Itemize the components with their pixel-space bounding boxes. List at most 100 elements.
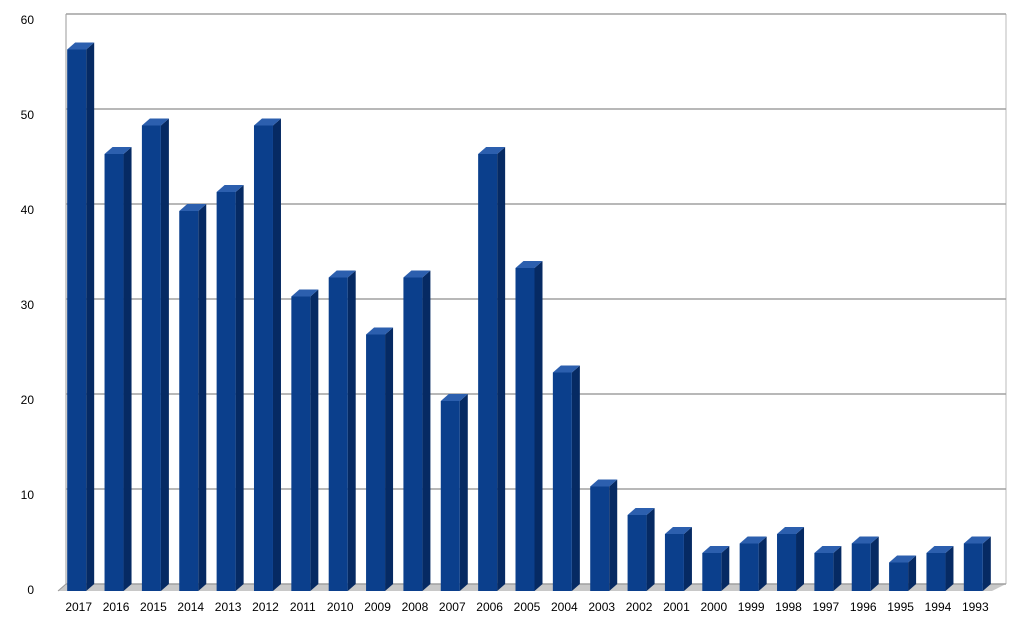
bar [104, 154, 124, 591]
bar-top [328, 270, 356, 278]
bar-top [702, 546, 730, 553]
bar-top [627, 508, 655, 515]
x-tick-label: 2011 [290, 600, 316, 614]
bar [179, 211, 199, 591]
bar-side [272, 118, 281, 591]
bar-side [721, 546, 730, 591]
bar-top [179, 204, 207, 211]
bar [478, 154, 498, 591]
bar-side [571, 365, 580, 591]
x-tick-label: 2002 [626, 600, 653, 614]
bar [963, 543, 983, 591]
bar-top [590, 479, 618, 487]
bar [141, 125, 161, 591]
bar [590, 486, 610, 591]
bar-top [889, 555, 917, 563]
x-tick-label: 2017 [65, 600, 92, 614]
bar-side [796, 527, 805, 591]
bar-side [870, 536, 879, 591]
bar-side [758, 536, 767, 591]
x-tick-label: 2006 [476, 600, 503, 614]
bar-top [664, 527, 692, 534]
side-wall-edge [57, 583, 67, 592]
x-tick-label: 1999 [738, 600, 765, 614]
bar-side [459, 394, 468, 591]
bar-side [385, 327, 394, 591]
bar-top [515, 261, 543, 268]
y-tick-label: 40 [21, 203, 35, 217]
bar [328, 277, 348, 591]
bar [926, 553, 946, 591]
bar-top [814, 546, 842, 553]
x-tick-label: 2010 [327, 600, 354, 614]
x-tick-label: 2000 [700, 600, 727, 614]
x-tick-label: 1997 [813, 600, 840, 614]
x-tick-label: 2014 [177, 600, 204, 614]
x-tick-label: 2016 [103, 600, 130, 614]
bar [291, 296, 311, 591]
bar [67, 49, 87, 591]
bar-top [291, 289, 319, 297]
bar-side [198, 204, 207, 591]
y-tick-label: 30 [21, 298, 35, 312]
y-tick-label: 50 [21, 108, 35, 122]
x-tick-label: 2007 [439, 600, 466, 614]
bar-side [534, 261, 543, 591]
bar-side [86, 42, 95, 591]
bar-side [497, 147, 506, 591]
x-tick-label: 2005 [514, 600, 541, 614]
bar-side [609, 479, 618, 591]
x-tick-label: 2013 [215, 600, 242, 614]
bar [216, 192, 236, 591]
bar-top [963, 536, 991, 544]
x-tick-label: 2004 [551, 600, 578, 614]
bar-top [366, 327, 394, 335]
x-tick-label: 2009 [364, 600, 391, 614]
bar-top [851, 536, 879, 544]
bar-side [646, 508, 655, 591]
x-tick-label: 1996 [850, 600, 877, 614]
bar-top [403, 270, 431, 278]
bar-top [104, 147, 132, 154]
x-tick-label: 2003 [588, 600, 615, 614]
bar [366, 334, 386, 591]
bar-side [347, 270, 356, 591]
bar-top [440, 394, 468, 401]
x-tick-label: 1995 [887, 600, 914, 614]
bar [664, 534, 684, 591]
y-tick-label: 60 [21, 13, 35, 27]
bar-top [216, 185, 244, 192]
bar-top [478, 147, 506, 154]
x-tick-label: 2015 [140, 600, 167, 614]
x-tick-label: 1993 [962, 600, 989, 614]
x-tick-label: 1994 [925, 600, 952, 614]
bar-side [123, 147, 132, 591]
bar-top [552, 365, 580, 373]
bar [814, 553, 834, 591]
bar-top [739, 536, 767, 544]
bar-top [777, 527, 805, 534]
bar-top [926, 546, 954, 553]
y-tick-label: 0 [27, 583, 34, 597]
bar [552, 372, 572, 591]
bar [515, 268, 535, 591]
y-tick-label: 20 [21, 393, 35, 407]
x-tick-label: 2012 [252, 600, 279, 614]
bar [403, 277, 423, 591]
bar [440, 401, 460, 591]
bar-side [422, 270, 431, 591]
bar-side [982, 536, 991, 591]
x-tick-label: 2008 [402, 600, 429, 614]
bar [627, 515, 647, 591]
bar-top [67, 42, 95, 50]
bar-top [141, 118, 169, 126]
y-tick-label: 10 [21, 488, 35, 502]
bar [702, 553, 722, 591]
bar [253, 125, 273, 591]
bar-side [160, 118, 169, 591]
bar-top [253, 118, 281, 126]
bar [739, 543, 759, 591]
